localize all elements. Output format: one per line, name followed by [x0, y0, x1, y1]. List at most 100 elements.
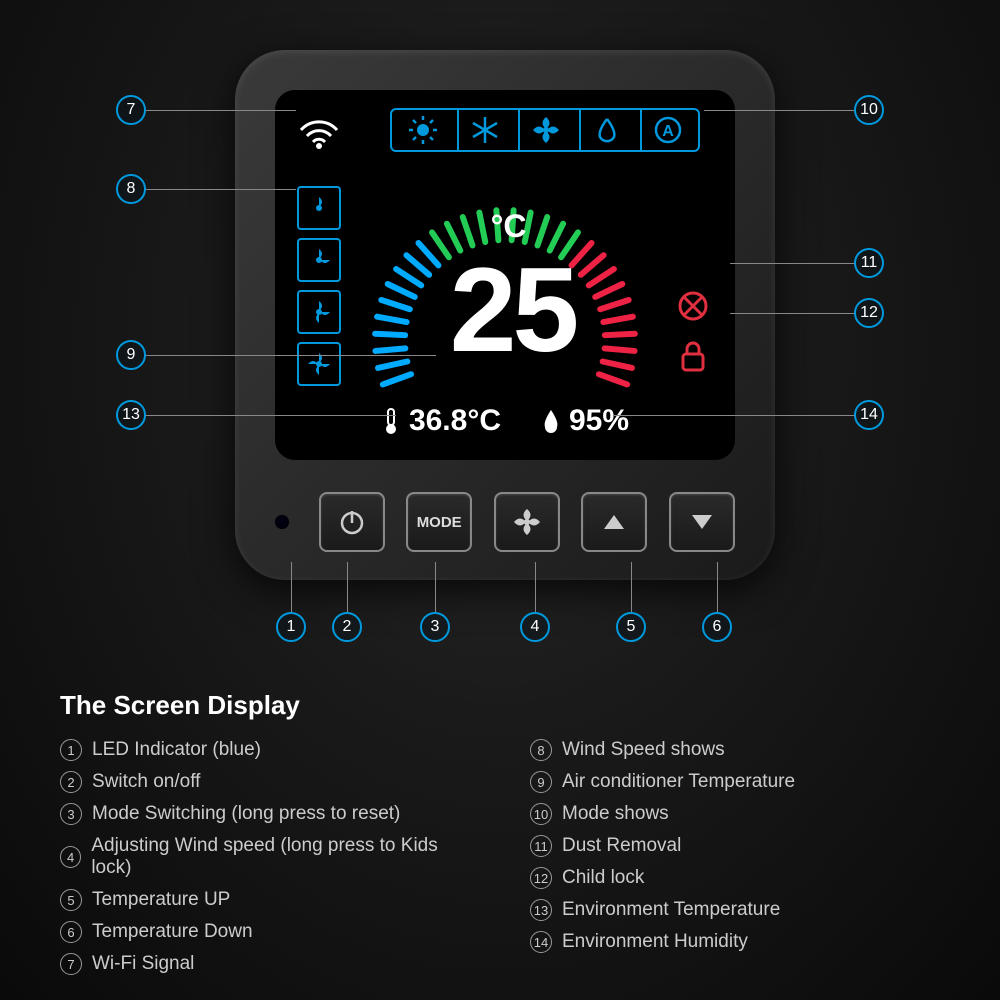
legend-label: Mode Switching (long press to reset): [92, 803, 400, 825]
wifi-icon: [297, 112, 341, 150]
legend-item: 3Mode Switching (long press to reset): [60, 803, 470, 825]
dust-removal-icon: [677, 290, 709, 322]
callout-line: [435, 562, 436, 612]
legend-number: 8: [530, 739, 552, 761]
fan-speed-3-icon: [305, 298, 333, 326]
legend-number: 4: [60, 846, 81, 868]
marker-1: 1: [276, 612, 306, 642]
legend-label: Wi-Fi Signal: [92, 953, 194, 975]
thermostat-screen: A °C 25 36.8°C 95%: [275, 90, 735, 460]
legend-number: 13: [530, 899, 552, 921]
droplet-icon: [592, 115, 622, 145]
legend-item: 12 Child lock: [530, 867, 940, 889]
callout-line: [717, 562, 718, 612]
marker-8: 8: [116, 174, 146, 204]
marker-12: 12: [854, 298, 884, 328]
snowflake-icon: [470, 115, 500, 145]
marker-14: 14: [854, 400, 884, 430]
marker-9: 9: [116, 340, 146, 370]
legend-number: 9: [530, 771, 552, 793]
auto-icon: A: [653, 115, 683, 145]
callout-line: [146, 355, 436, 356]
marker-13: 13: [116, 400, 146, 430]
legend-item: 13 Environment Temperature: [530, 899, 940, 921]
lock-icon: [677, 338, 709, 374]
hardware-button-row: MODE: [275, 492, 735, 552]
legend-number: 1: [60, 739, 82, 761]
environment-row: 36.8°C 95%: [275, 404, 735, 438]
fan-speed-column: [297, 186, 341, 386]
callout-line: [535, 562, 536, 612]
legend-number: 2: [60, 771, 82, 793]
legend-left-column: 1 LED Indicator (blue) 2 Switch on/off 3Mode…: [60, 739, 470, 975]
svg-text:A: A: [663, 123, 675, 140]
legend-item: 8Wind Speed shows: [530, 739, 940, 761]
legend-number: 11: [530, 835, 552, 857]
legend-item: 2 Switch on/off: [60, 771, 470, 793]
legend-label: Environment Humidity: [562, 931, 748, 953]
legend-label: LED Indicator (blue): [92, 739, 261, 761]
legend-number: 5: [60, 889, 82, 911]
legend-item: 4 Adjusting Wind speed (long press to Kid…: [60, 835, 470, 879]
legend-item: 10 Mode shows: [530, 803, 940, 825]
legend-number: 14: [530, 931, 552, 953]
legend-label: Environment Temperature: [562, 899, 780, 921]
legend-label: Adjusting Wind speed (long press to Kids…: [91, 835, 470, 879]
callout-line: [146, 189, 296, 190]
callout-line: [614, 415, 854, 416]
legend-item: 14 Environment Humidity: [530, 931, 940, 953]
legend-item: 1 LED Indicator (blue): [60, 739, 470, 761]
env-humidity-value: 95%: [569, 404, 629, 438]
sun-icon: [408, 115, 438, 145]
legend-label: Temperature UP: [92, 889, 230, 911]
legend-item: 7 Wi-Fi Signal: [60, 953, 470, 975]
legend-label: Mode shows: [562, 803, 669, 825]
legend-label: Switch on/off: [92, 771, 200, 793]
callout-line: [704, 110, 854, 111]
legend-right-column: 8Wind Speed shows 9 Air conditioner Temper…: [530, 739, 940, 975]
thermostat-device: A °C 25 36.8°C 95%: [235, 50, 775, 580]
legend-item: 6 Temperature Down: [60, 921, 470, 943]
marker-3: 3: [420, 612, 450, 642]
power-button[interactable]: [319, 492, 385, 552]
legend-label: Dust Removal: [562, 835, 681, 857]
marker-6: 6: [702, 612, 732, 642]
callout-line: [347, 562, 348, 612]
thermometer-icon: [381, 407, 401, 435]
legend-item: 5 Temperature UP: [60, 889, 470, 911]
temp-up-button[interactable]: [581, 492, 647, 552]
temp-unit: °C: [491, 208, 527, 245]
set-temperature: 25: [450, 250, 575, 370]
led-indicator: [275, 515, 289, 529]
legend-title: The Screen Display: [60, 690, 940, 721]
fan-speed-2-icon: [305, 246, 333, 274]
fan-button[interactable]: [494, 492, 560, 552]
callout-line: [631, 562, 632, 612]
marker-4: 4: [520, 612, 550, 642]
temp-down-button[interactable]: [669, 492, 735, 552]
humidity-icon: [541, 408, 561, 434]
callout-line: [730, 313, 854, 314]
legend-item: 11 Dust Removal: [530, 835, 940, 857]
mode-bar: A: [390, 108, 700, 152]
marker-10: 10: [854, 95, 884, 125]
mode-button[interactable]: MODE: [406, 492, 472, 552]
callout-line: [291, 562, 292, 612]
legend-label: Air conditioner Temperature: [562, 771, 795, 793]
legend-number: 10: [530, 803, 552, 825]
legend-number: 12: [530, 867, 552, 889]
legend-label: Temperature Down: [92, 921, 253, 943]
env-temp-value: 36.8°C: [409, 404, 501, 438]
legend-item: 9 Air conditioner Temperature: [530, 771, 940, 793]
fan-icon: [531, 115, 561, 145]
callout-line: [730, 263, 854, 264]
callout-line: [146, 110, 296, 111]
fan-speed-1-icon: [305, 194, 333, 222]
marker-11: 11: [854, 248, 884, 278]
legend-number: 7: [60, 953, 82, 975]
legend-number: 6: [60, 921, 82, 943]
marker-5: 5: [616, 612, 646, 642]
legend-label: Child lock: [562, 867, 644, 889]
marker-2: 2: [332, 612, 362, 642]
callout-line: [146, 415, 396, 416]
